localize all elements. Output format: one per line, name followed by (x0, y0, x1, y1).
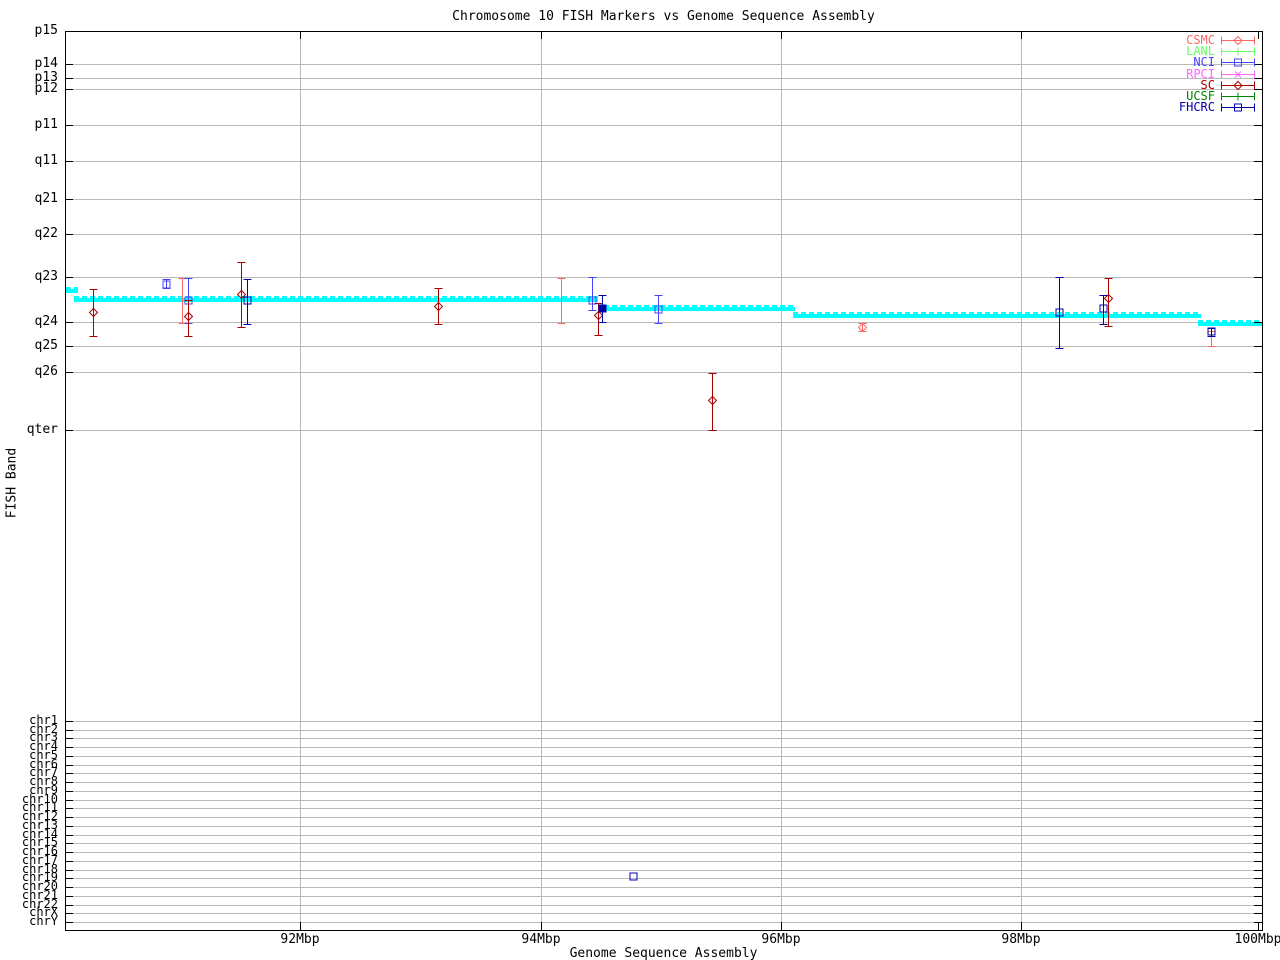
legend-label: LANL (1186, 44, 1215, 59)
y-tick-label-p14: p14 (34, 56, 58, 71)
data-point-diamond-marker (1233, 80, 1243, 91)
data-point-square-marker (1234, 58, 1242, 67)
data-point-square-marker (162, 280, 171, 289)
legend-label: NCI (1193, 55, 1215, 70)
y-tick-label-chr17: chr17 (21, 853, 58, 867)
data-point-diamond-marker (857, 322, 868, 333)
legend-entry-sc: SC (1179, 77, 1256, 92)
data-point-square-marker (243, 296, 252, 305)
y-tick-label-chr15: chr15 (21, 835, 58, 849)
y-tick-label-chr11: chr11 (21, 800, 58, 814)
y-tick-label-p11: p11 (34, 117, 58, 132)
legend-label: UCSF (1186, 89, 1215, 104)
y-tick-label-chr7: chr7 (29, 765, 58, 779)
assembly-segment (74, 298, 598, 302)
legend-label: SC (1200, 77, 1215, 92)
y-tick-label-chr5: chr5 (29, 748, 58, 762)
data-point-x-marker (1234, 70, 1242, 78)
legend: CSMC LANL NCI RPCI SC UCSF FHCRC (1178, 33, 1256, 115)
y-tick-label-chr21: chr21 (21, 888, 58, 902)
legend-label: CSMC (1186, 33, 1215, 48)
legend-entry-csmc: CSMC (1179, 33, 1256, 48)
y-tick-label-chr14: chr14 (21, 827, 58, 841)
y-tick-label-q24: q24 (34, 314, 58, 329)
x-tick-label-98: 98Mbp (1001, 932, 1041, 947)
y-tick-label-p15: p15 (34, 23, 58, 38)
y-tick-label-chr2: chr2 (29, 722, 58, 736)
y-tick-label-chr12: chr12 (21, 809, 58, 823)
y-axis-title: FISH Band (4, 447, 20, 519)
y-tick-label-q21: q21 (34, 191, 58, 206)
y-tick-label-chrX: chrX (29, 905, 58, 919)
data-point-diamond-marker (707, 395, 718, 406)
data-point-diamond-marker (593, 310, 604, 321)
y-tick-label-chr3: chr3 (29, 730, 58, 744)
x-tick-label-96: 96Mbp (761, 932, 801, 947)
legend-sample (1221, 103, 1255, 112)
legend-entry-lanl: LANL (1179, 44, 1256, 59)
data-point-square-marker (1207, 327, 1216, 336)
data-point-square-marker (588, 296, 597, 305)
legend-entry-rpci: RPCI (1179, 66, 1256, 81)
data-point-diamond-marker (1103, 293, 1114, 304)
data-point-diamond-marker (88, 307, 99, 318)
x-tick-label-92: 92Mbp (280, 932, 320, 947)
data-point-square-marker (629, 872, 638, 881)
x-tick-label-94: 94Mbp (521, 932, 561, 947)
legend-entry-nci: NCI (1179, 55, 1256, 70)
y-tick-label-chr10: chr10 (21, 792, 58, 806)
legend-label: RPCI (1186, 66, 1215, 81)
data-point-diamond-marker (1233, 35, 1243, 46)
y-tick-label-chr6: chr6 (29, 757, 58, 771)
y-tick-label-chr16: chr16 (21, 844, 58, 858)
y-tick-label-chr8: chr8 (29, 774, 58, 788)
data-point-square-marker (1055, 308, 1064, 317)
data-point-square-marker (1099, 304, 1108, 313)
y-tick-label-qter: qter (26, 422, 58, 437)
assembly-segment (66, 289, 78, 293)
data-point-square-marker (654, 305, 663, 314)
data-point-diamond-marker (433, 301, 444, 312)
y-tick-label-chr19: chr19 (21, 870, 58, 884)
assembly-segment (1198, 322, 1262, 326)
legend-sample (1221, 58, 1255, 67)
y-tick-label-chr4: chr4 (29, 739, 58, 753)
y-tick-label-q23: q23 (34, 269, 58, 284)
y-tick-label-q22: q22 (34, 226, 58, 241)
y-tick-label-p13: p13 (34, 70, 58, 85)
legend-sample (1221, 92, 1255, 101)
legend-entry-fhcrc: FHCRC (1178, 100, 1256, 115)
legend-sample (1221, 70, 1255, 79)
y-tick-label-chr13: chr13 (21, 818, 58, 832)
legend-sample (1221, 35, 1255, 46)
x-tick-label-100: 100Mbp (1234, 932, 1280, 947)
plot-frame (65, 31, 1263, 931)
data-point-diamond-marker (183, 311, 194, 322)
y-tick-label-chr18: chr18 (21, 862, 58, 876)
x-axis-title: Genome Sequence Assembly (569, 946, 758, 960)
legend-entry-ucsf: UCSF (1179, 89, 1256, 104)
y-tick-label-q25: q25 (34, 338, 58, 353)
chart-title: Chromosome 10 FISH Markers vs Genome Seq… (452, 9, 875, 24)
assembly-segment (793, 314, 1201, 318)
y-tick-label-chr20: chr20 (21, 879, 58, 893)
y-tick-label-chr22: chr22 (21, 897, 58, 911)
y-tick-label-q11: q11 (34, 153, 58, 168)
y-tick-label-chr9: chr9 (29, 783, 58, 797)
legend-sample (1221, 80, 1255, 91)
data-point-diamond-marker (236, 289, 247, 300)
data-point-square-marker (598, 304, 607, 313)
legend-sample (1221, 47, 1255, 56)
assembly-segment (604, 307, 795, 311)
data-point-square-marker (1234, 103, 1242, 112)
y-tick-label-chr1: chr1 (29, 713, 58, 727)
y-tick-label-q26: q26 (34, 364, 58, 379)
y-tick-label-p12: p12 (34, 81, 58, 96)
y-tick-label-chrY: chrY (29, 914, 58, 928)
legend-label: FHCRC (1178, 100, 1215, 115)
